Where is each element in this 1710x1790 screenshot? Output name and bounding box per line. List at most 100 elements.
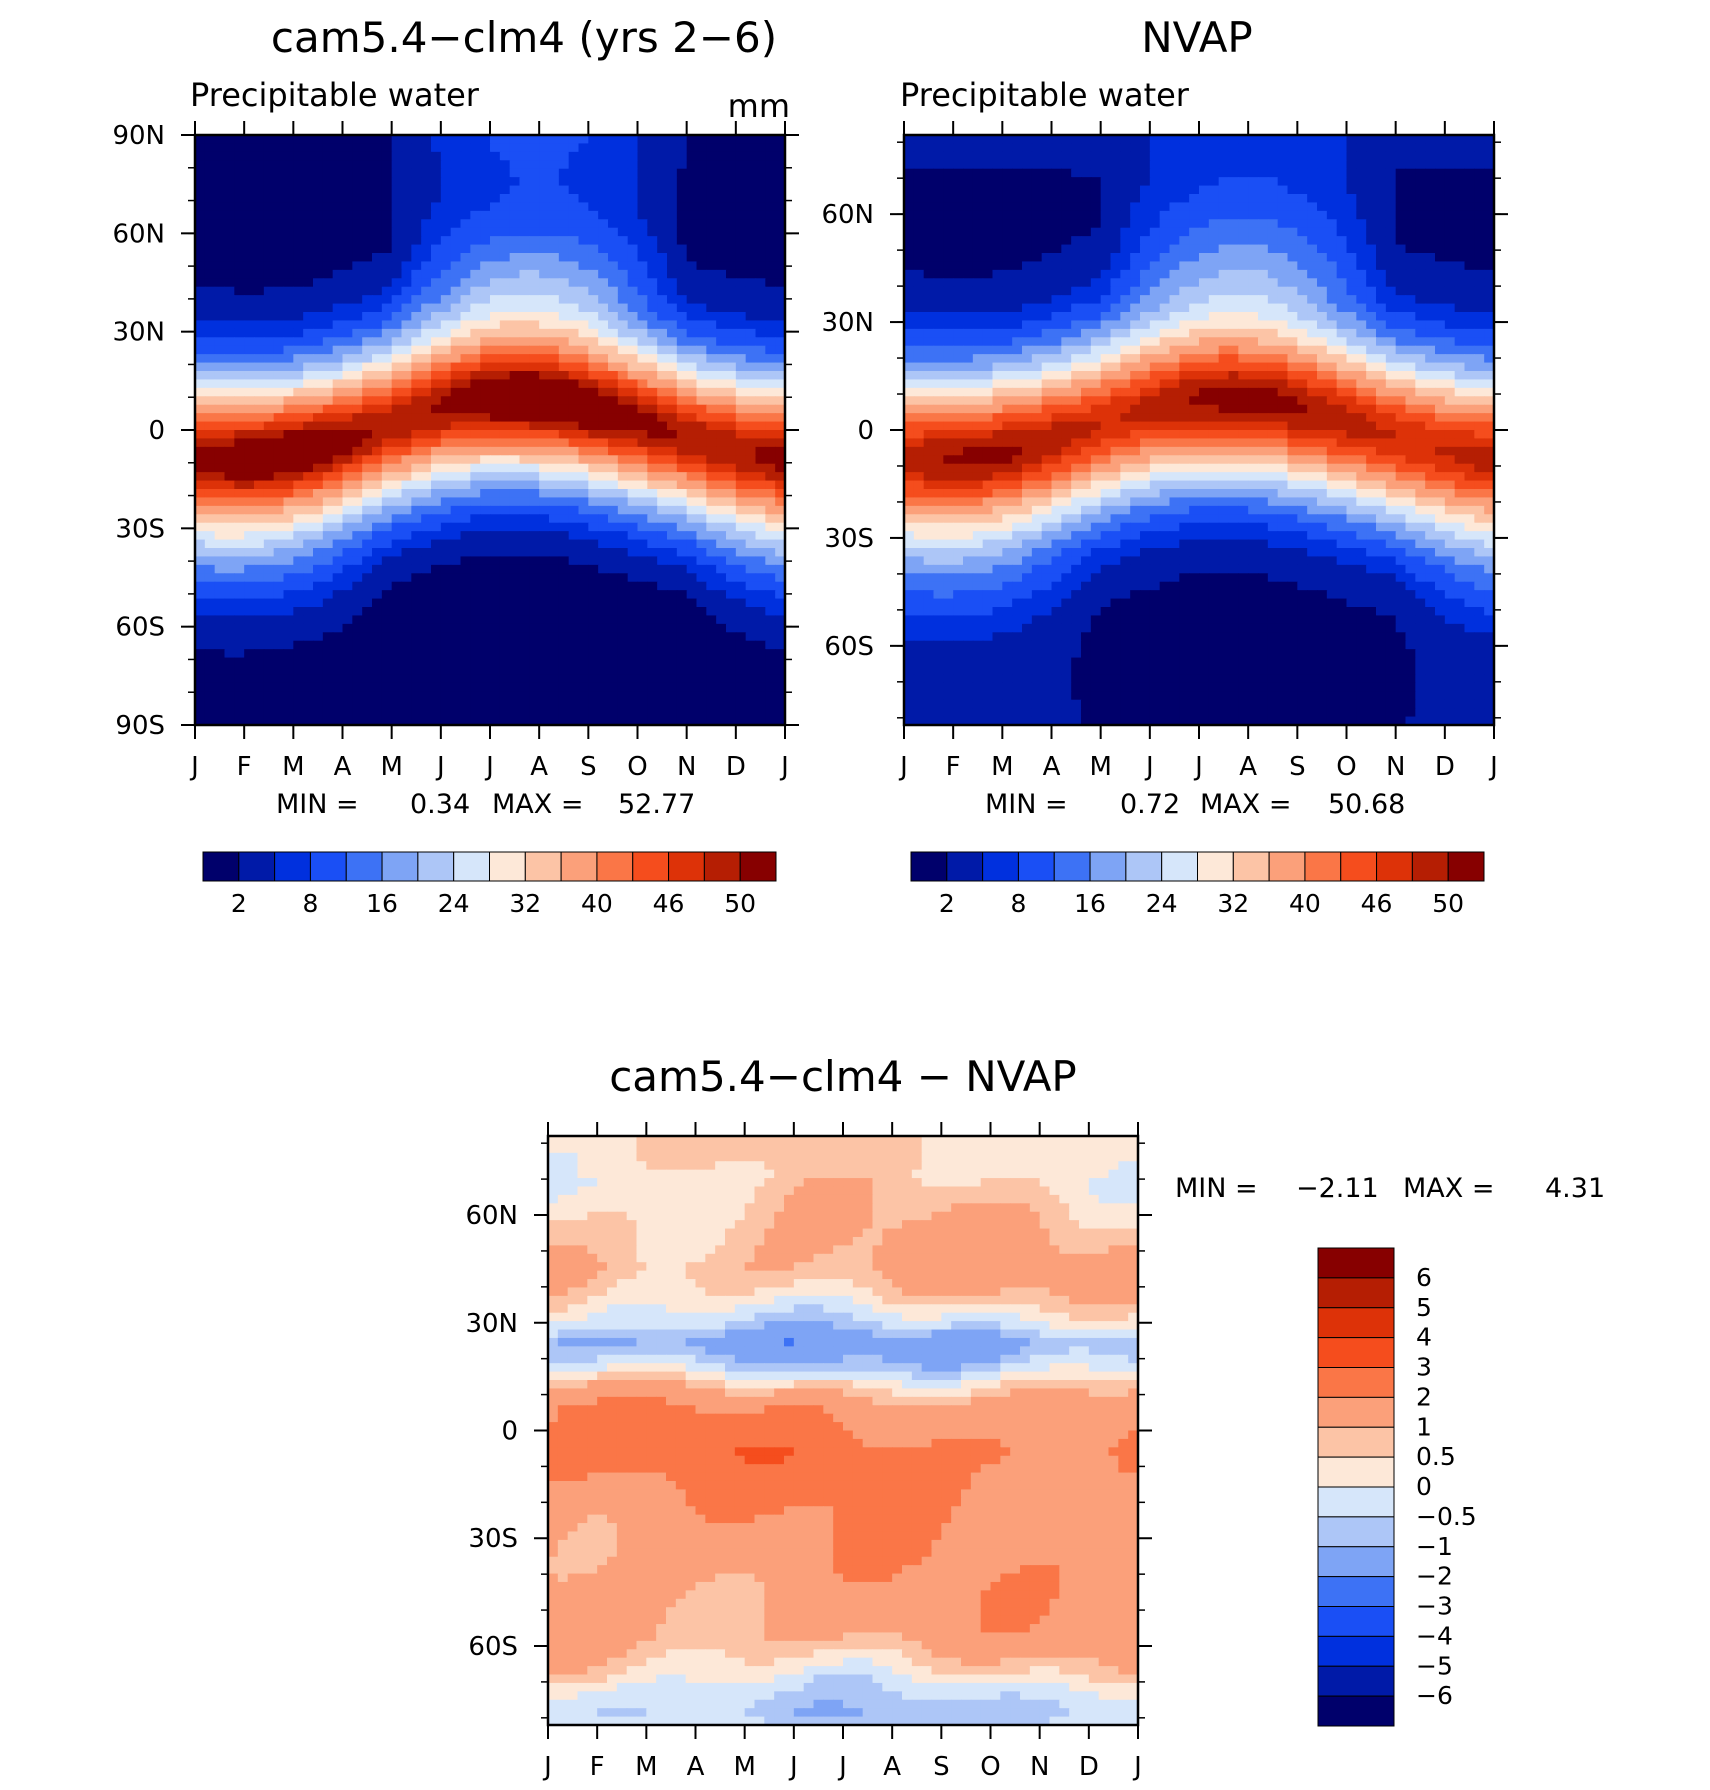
- model-cell: [273, 387, 285, 397]
- model-cell: [676, 143, 688, 153]
- model-cell: [411, 699, 422, 709]
- model-cell: [224, 640, 235, 650]
- model-cell: [676, 446, 688, 456]
- model-cell: [706, 387, 717, 397]
- model-cell: [381, 261, 393, 271]
- obs-cell: [1444, 177, 1456, 187]
- model-cell: [234, 615, 245, 625]
- model-cell: [686, 522, 698, 532]
- model-cell: [431, 548, 442, 558]
- model-cell: [726, 615, 737, 625]
- model-cell: [598, 607, 609, 617]
- model-cell: [765, 135, 776, 145]
- obs-cell: [1474, 168, 1485, 178]
- model-cell: [411, 489, 422, 499]
- model-cell: [421, 430, 432, 440]
- obs-cell: [1474, 151, 1485, 161]
- obs-cell: [1287, 160, 1298, 170]
- obs-cell: [1258, 185, 1269, 195]
- model-cell: [519, 666, 530, 676]
- model-cell: [401, 438, 412, 448]
- obs-cell: [972, 210, 984, 220]
- model-cell: [755, 387, 766, 397]
- model-cell: [686, 497, 698, 507]
- model-cell: [440, 413, 452, 423]
- obs-cell: [1346, 194, 1357, 204]
- model-cell: [588, 514, 599, 524]
- model-cell: [539, 303, 550, 313]
- model-cell: [421, 379, 432, 389]
- model-cell: [470, 345, 481, 355]
- model-cell: [352, 362, 363, 372]
- model-cell: [647, 210, 658, 220]
- model-cell: [568, 581, 580, 591]
- model-cell: [195, 320, 206, 330]
- model-cell: [558, 151, 570, 161]
- model-cell: [401, 666, 412, 676]
- model-cell: [440, 371, 452, 381]
- model-cell: [696, 556, 707, 566]
- model-cell: [431, 497, 442, 507]
- model-cell: [342, 649, 353, 659]
- model-cell: [303, 666, 314, 676]
- model-cell: [401, 371, 412, 381]
- model-cell: [411, 573, 422, 583]
- model-cell: [637, 312, 648, 322]
- model-cell: [706, 522, 717, 532]
- model-cell: [549, 716, 560, 726]
- model-cell: [588, 413, 599, 423]
- model-cell: [460, 210, 471, 220]
- model-cell: [352, 615, 363, 625]
- model-cell: [440, 497, 452, 507]
- model-cell: [303, 514, 314, 524]
- model-cell: [214, 219, 226, 229]
- model-cell: [322, 505, 334, 515]
- model-cell: [755, 657, 766, 667]
- model-cell: [765, 455, 776, 465]
- model-cell: [509, 446, 521, 456]
- model-cell: [608, 446, 619, 456]
- model-cell: [450, 497, 462, 507]
- model-cell: [372, 472, 383, 482]
- obs-cell: [1159, 168, 1171, 178]
- model-cell: [519, 286, 530, 296]
- obs-cell: [1346, 177, 1357, 187]
- model-cell: [667, 556, 678, 566]
- model-cell: [627, 438, 639, 448]
- model-cell: [667, 640, 678, 650]
- model-cell: [716, 135, 727, 145]
- model-cell: [372, 194, 383, 204]
- model-cell: [460, 472, 471, 482]
- model-cell: [735, 312, 747, 322]
- model-cell: [775, 362, 786, 372]
- model-cell: [372, 640, 383, 650]
- model-cell: [578, 168, 589, 178]
- model-cell: [381, 151, 393, 161]
- model-cell: [381, 564, 393, 574]
- model-cell: [509, 615, 521, 625]
- model-cell: [234, 581, 245, 591]
- model-cell: [657, 539, 668, 549]
- model-cell: [293, 345, 304, 355]
- model-cell: [391, 615, 403, 625]
- model-cell: [263, 303, 275, 313]
- model-cell: [726, 143, 737, 153]
- obs-cell: [1474, 219, 1485, 229]
- model-cell: [322, 480, 334, 490]
- model-cell: [765, 539, 776, 549]
- model-cell: [224, 556, 235, 566]
- model-cell: [490, 598, 501, 608]
- model-cell: [617, 227, 629, 237]
- obs-cell: [1356, 185, 1367, 195]
- model-cell: [362, 708, 373, 718]
- model-cell: [716, 438, 727, 448]
- model-cell: [234, 539, 245, 549]
- model-cell: [381, 362, 393, 372]
- model-cell: [657, 210, 668, 220]
- model-cell: [293, 480, 304, 490]
- model-cell: [657, 438, 668, 448]
- obs-cell: [1454, 160, 1466, 170]
- model-cell: [755, 497, 766, 507]
- model-cell: [391, 286, 403, 296]
- model-cell: [529, 413, 540, 423]
